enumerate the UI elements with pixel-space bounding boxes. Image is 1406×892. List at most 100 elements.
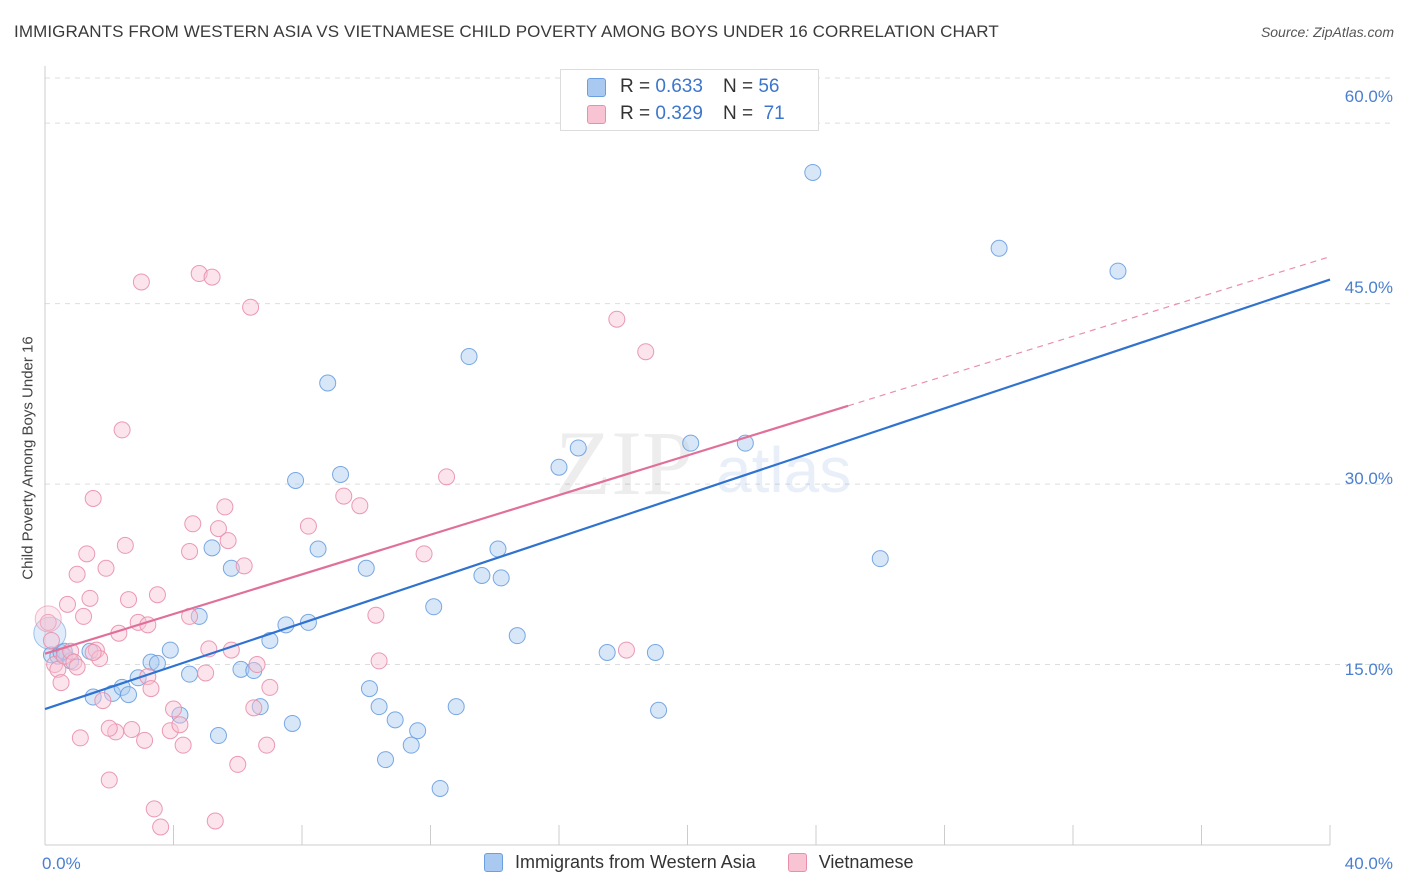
data-point (299, 517, 317, 535)
watermark-atlas: atlas (716, 434, 851, 506)
legend-swatch-pink (587, 104, 606, 124)
data-point (598, 644, 616, 661)
data-point (438, 468, 456, 486)
legend-label-western-asia: Immigrants from Western Asia (515, 852, 756, 872)
legend-r-value: 0.329 (655, 103, 703, 124)
legend-swatch-western-asia (484, 853, 503, 872)
data-point (209, 727, 227, 745)
data-point (235, 557, 253, 575)
y-tick-45: 45.0% (1344, 278, 1393, 297)
data-point (431, 779, 449, 797)
data-point (608, 310, 626, 328)
data-point (229, 755, 247, 773)
data-point (386, 711, 404, 729)
data-point (245, 699, 263, 717)
data-point (71, 729, 89, 747)
data-point (402, 736, 420, 754)
data-point (81, 589, 99, 607)
data-point (100, 771, 118, 789)
series-western-asia-points (33, 163, 1127, 797)
trend-line-0 (44, 278, 1331, 711)
data-point (148, 586, 166, 604)
data-point (94, 692, 112, 710)
data-point (203, 268, 221, 286)
data-point (181, 665, 199, 683)
data-point (299, 613, 317, 631)
data-point (161, 722, 179, 740)
data-point (123, 721, 141, 738)
data-point (145, 800, 163, 818)
legend-stats: R = 0.633 N = 56 R = 0.329 N = 71 (560, 69, 819, 131)
data-point (206, 812, 224, 830)
trend-line-extension (847, 256, 1331, 407)
x-tick-min: 0.0% (42, 854, 81, 873)
data-point (283, 714, 301, 732)
data-point (120, 686, 138, 704)
legend-r-label: R = (620, 103, 651, 124)
data-point (357, 559, 375, 577)
data-point (75, 607, 93, 625)
data-point (142, 680, 160, 698)
legend-n-label: N = (722, 103, 754, 124)
data-point (209, 520, 227, 538)
data-point (242, 298, 260, 316)
data-point (91, 650, 109, 668)
data-point (370, 652, 388, 670)
data-point (116, 536, 134, 554)
data-point (113, 421, 131, 439)
legend-row-vietnamese: R = 0.329 N = 71 (587, 102, 785, 126)
data-point (351, 497, 369, 515)
data-point (637, 343, 655, 361)
data-point (68, 658, 86, 676)
data-point (84, 644, 102, 661)
data-point (97, 559, 115, 577)
data-point (377, 751, 395, 769)
data-point (171, 716, 189, 734)
data-point (871, 550, 889, 568)
data-point (258, 736, 276, 754)
axes (44, 66, 1331, 846)
data-point (190, 607, 208, 625)
data-point (216, 498, 234, 516)
legend-n-label: N = (722, 76, 754, 97)
data-point (367, 606, 385, 624)
watermark-zip: ZIP (555, 412, 693, 514)
data-point (370, 698, 388, 716)
data-point (136, 731, 154, 749)
legend-row-western-asia: R = 0.633 N = 56 (587, 75, 779, 99)
data-point (646, 644, 664, 661)
x-tick-max: 40.0% (1344, 854, 1393, 873)
data-point (58, 595, 76, 613)
legend-n-value: 56 (758, 76, 780, 97)
data-point (42, 631, 60, 649)
legend-r-label: R = (620, 76, 651, 97)
data-point (232, 660, 250, 678)
data-point (84, 688, 102, 706)
data-point (415, 545, 433, 563)
data-point (309, 540, 327, 558)
data-point (113, 678, 131, 696)
legend-n-value: 71 (763, 103, 785, 124)
data-point (165, 700, 182, 718)
data-point (203, 539, 221, 557)
data-point (34, 605, 62, 633)
data-point (39, 613, 57, 631)
data-point (550, 458, 568, 476)
data-point (617, 641, 635, 659)
data-point (68, 565, 86, 583)
data-point (184, 515, 202, 533)
legend-swatch-vietnamese (787, 853, 807, 872)
data-point (174, 736, 192, 754)
data-point (473, 567, 491, 584)
data-point (100, 719, 118, 737)
gridlines (45, 77, 1392, 666)
data-point (33, 616, 67, 650)
data-point (261, 631, 279, 649)
data-point (447, 698, 465, 716)
data-point (171, 706, 189, 724)
chart-title: IMMIGRANTS FROM WESTERN ASIA VS VIETNAME… (14, 22, 999, 41)
data-point (161, 641, 179, 659)
data-point (219, 532, 237, 550)
y-tick-15: 15.0% (1344, 660, 1393, 679)
trend-line-1 (44, 404, 849, 655)
